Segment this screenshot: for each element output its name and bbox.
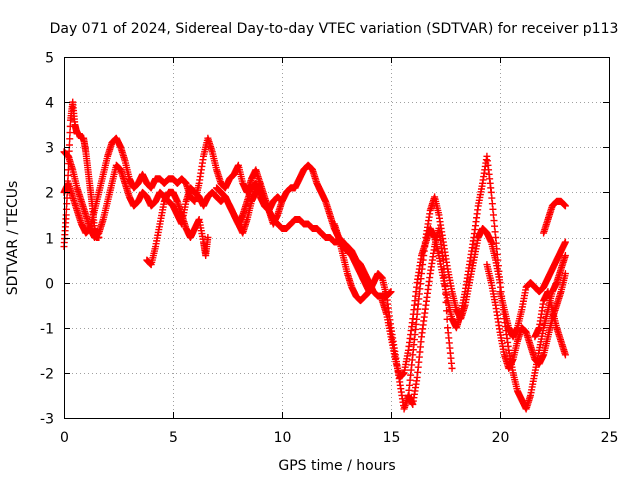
- series-track-2: [60, 134, 264, 237]
- data-point: [439, 256, 447, 264]
- y-tick-label: -1: [40, 322, 54, 338]
- y-tick-label: 2: [45, 186, 54, 202]
- x-axis-title: GPS time / hours: [278, 458, 395, 474]
- x-tick-label: 20: [492, 430, 510, 446]
- x-tick-labels: 0 5 10 15 20 25: [60, 430, 618, 446]
- data-point: [440, 273, 448, 281]
- y-axis-title: SDTVAR / TECUs: [5, 181, 21, 296]
- data-point: [443, 307, 451, 315]
- axis-ticks: [64, 57, 610, 419]
- data-points: [60, 98, 569, 413]
- series-track-13: [540, 197, 569, 237]
- data-point: [561, 252, 569, 260]
- data-point: [440, 265, 448, 273]
- series-track-9: [404, 224, 456, 408]
- x-tick-label: 25: [601, 430, 619, 446]
- y-tick-label: 4: [45, 96, 54, 112]
- y-tick-label: 5: [45, 51, 54, 67]
- x-tick-label: 15: [383, 430, 401, 446]
- data-point: [441, 281, 449, 289]
- data-point: [442, 290, 449, 298]
- x-tick-label: 10: [274, 430, 292, 446]
- series-track-12: [531, 288, 569, 359]
- y-tick-label: 3: [45, 141, 54, 157]
- data-point: [561, 202, 569, 210]
- data-point: [561, 238, 569, 246]
- series-track-10: [483, 261, 569, 372]
- data-point: [448, 364, 456, 372]
- y-tick-labels: -3 -2 -1 0 1 2 3 4 5: [40, 51, 54, 428]
- series-track-4: [143, 188, 212, 269]
- series-track-11: [496, 238, 569, 341]
- x-tick-label: 0: [60, 430, 69, 446]
- data-point: [66, 129, 74, 137]
- series-track-5: [213, 161, 395, 300]
- data-point: [66, 135, 74, 143]
- y-tick-label: -3: [40, 412, 54, 428]
- chart-title: Day 071 of 2024, Sidereal Day-to-day VTE…: [50, 21, 619, 37]
- data-point: [443, 315, 451, 323]
- x-tick-label: 5: [169, 430, 178, 446]
- data-point: [561, 270, 569, 278]
- data-point: [442, 298, 450, 306]
- data-point: [561, 351, 569, 359]
- y-tick-label: 1: [45, 232, 54, 248]
- data-point: [204, 234, 212, 241]
- y-tick-label: -2: [40, 367, 54, 383]
- y-tick-label: 0: [45, 277, 54, 293]
